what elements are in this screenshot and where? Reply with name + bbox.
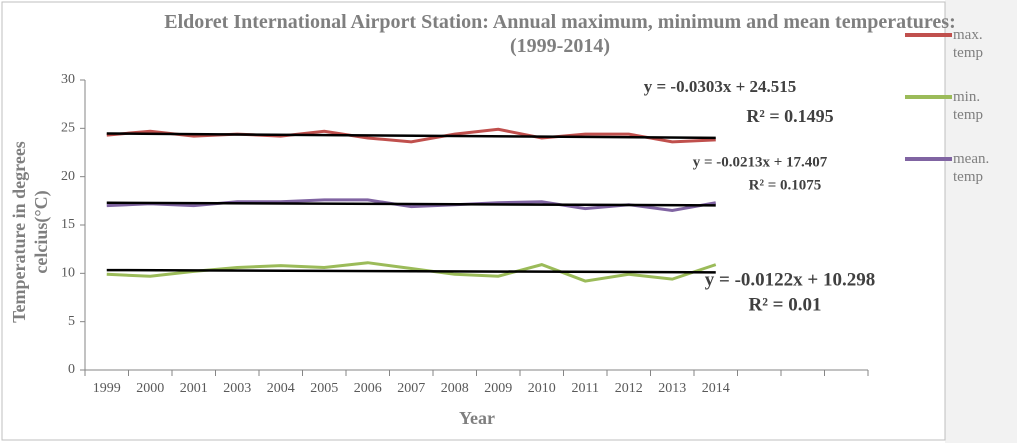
legend-label: mean. temp xyxy=(953,151,990,185)
x-tick-label: 2010 xyxy=(528,381,556,396)
chart-border xyxy=(1,1,946,441)
x-tick-label: 2012 xyxy=(615,381,643,396)
y-tick-label: 10 xyxy=(61,266,75,281)
y-tick-label: 5 xyxy=(68,314,75,329)
trendline-equation: y = -0.0122x + 10.298 xyxy=(705,269,875,290)
trendline-equation: y = -0.0303x + 24.515 xyxy=(644,77,797,96)
x-tick-label: 2004 xyxy=(267,381,295,396)
x-tick-label: 2013 xyxy=(658,381,686,396)
y-tick-label: 30 xyxy=(61,72,75,87)
trendline-equation: R² = 0.01 xyxy=(749,294,822,315)
trendline xyxy=(106,268,716,274)
y-tick-label: 0 xyxy=(68,362,75,377)
trendline xyxy=(106,132,716,140)
x-tick-label: 2003 xyxy=(223,381,251,396)
y-tick-label: 25 xyxy=(61,121,75,136)
legend-label: min. temp xyxy=(953,89,983,123)
y-tick-label: 15 xyxy=(61,217,75,232)
x-tick-label: 2009 xyxy=(484,381,512,396)
x-tick-label: 2005 xyxy=(310,381,338,396)
legend-label: max. temp xyxy=(953,27,983,61)
chart-title: Eldoret International Airport Station: A… xyxy=(164,11,956,57)
trendline xyxy=(106,201,716,207)
x-tick-label: 2006 xyxy=(354,381,382,396)
x-tick-label: 2001 xyxy=(180,381,208,396)
x-tick-label: 2000 xyxy=(136,381,164,396)
trendline-equation: R² = 0.1075 xyxy=(749,177,822,193)
x-tick-label: 1999 xyxy=(93,381,121,396)
x-tick-label: 2007 xyxy=(397,381,425,396)
x-tick-label: 2014 xyxy=(702,381,730,396)
y-tick-label: 20 xyxy=(61,169,75,184)
trendline-equation: y = -0.0213x + 17.407 xyxy=(693,154,828,170)
trendline-equation: R² = 0.1495 xyxy=(746,106,833,126)
x-tick-label: 2008 xyxy=(441,381,469,396)
x-axis-title: Year xyxy=(459,408,495,428)
y-axis-title: Temperature in degrees celcius(°C) xyxy=(9,141,51,323)
x-tick-label: 2011 xyxy=(572,381,599,396)
side-panel xyxy=(945,0,1017,443)
